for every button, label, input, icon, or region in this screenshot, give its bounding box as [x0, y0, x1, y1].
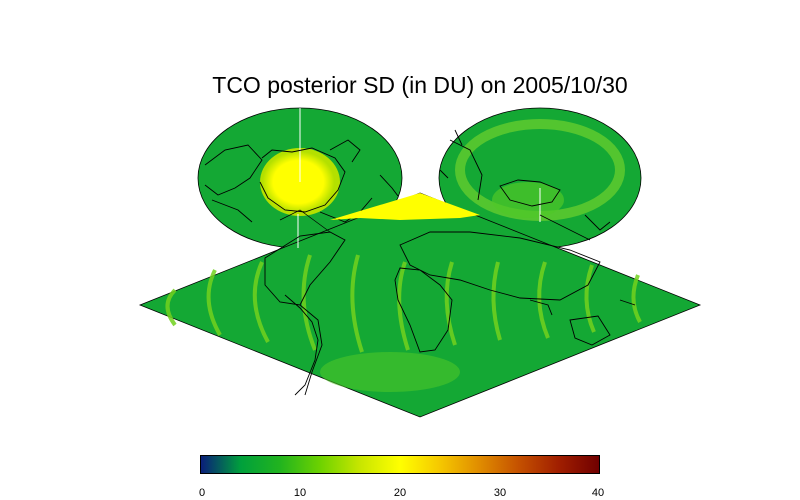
north-polar-inset: [197, 107, 403, 249]
colorbar-tick-label: 40: [591, 487, 605, 499]
south-inset-coastlines: [439, 129, 611, 231]
colorbar-tick-label: 10: [293, 487, 307, 499]
high-latitude-high-sd-band: [330, 193, 480, 220]
main-sinusoidal-map: [138, 192, 702, 418]
colorbar-tick-label: 30: [493, 487, 507, 499]
colorbar-tick-label: 0: [198, 487, 206, 499]
main-map-coastlines: [264, 231, 636, 396]
colorbar: [200, 455, 600, 474]
colorbar-tick-label: 20: [393, 487, 407, 499]
south-polar-inset: [438, 107, 642, 249]
plot-title: TCO posterior SD (in DU) on 2005/10/30: [212, 72, 628, 98]
north-inset-coastlines: [204, 139, 399, 223]
orbit-gap-stripes: [165, 254, 642, 353]
